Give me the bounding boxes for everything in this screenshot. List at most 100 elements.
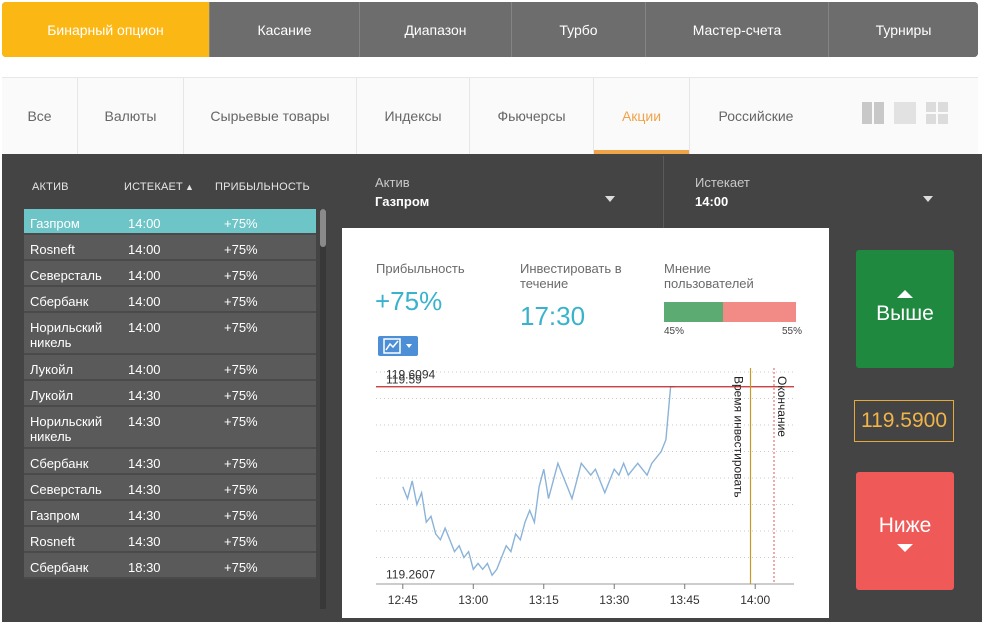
view-switcher	[862, 102, 948, 124]
call-up-label: Выше	[876, 302, 934, 325]
asset-category-filter: Все Валюты Сырьевые товары Индексы Фьюче…	[2, 77, 978, 154]
filter-currencies[interactable]: Валюты	[78, 78, 184, 154]
table-row[interactable]: Сбербанк 14:30 +75%	[24, 449, 316, 475]
profit-value: +75%	[375, 286, 443, 316]
expiry-selector-value: 14:00	[695, 194, 729, 209]
current-price-label: 119.59	[386, 373, 422, 387]
tab-range[interactable]: Диапазон	[360, 2, 512, 57]
invest-label-line2: течение	[520, 276, 569, 291]
price-series-line	[402, 385, 676, 577]
high-price-label: 119.6094	[386, 367, 435, 381]
filter-futures[interactable]: Фьючерсы	[470, 78, 594, 154]
filter-indices[interactable]: Индексы	[357, 78, 470, 154]
low-price-label: 119.2607	[386, 568, 435, 582]
put-down-label: Ниже	[878, 514, 932, 537]
table-row[interactable]: Газпром 14:00 +75%	[24, 209, 316, 235]
asset-expires: 14:00	[128, 294, 161, 309]
tab-master-accounts[interactable]: Мастер-счета	[646, 2, 829, 57]
tab-binary-option[interactable]: Бинарный опцион	[2, 2, 210, 57]
asset-expires: 14:30	[128, 388, 161, 403]
opinion-bar-down	[723, 302, 796, 322]
asset-profit: +75%	[224, 362, 258, 377]
asset-name: Норильский никель	[30, 320, 103, 350]
table-row[interactable]: Лукойл 14:30 +75%	[24, 381, 316, 407]
asset-expires: 14:30	[128, 414, 161, 429]
asset-expires: 14:30	[128, 534, 161, 549]
chart-type-icon	[383, 338, 412, 354]
asset-profit: +75%	[224, 456, 258, 471]
x-tick-label: 13:30	[599, 593, 629, 607]
asset-name: Rosneft	[30, 242, 75, 257]
table-row[interactable]: Rosneft 14:30 +75%	[24, 527, 316, 553]
call-up-button[interactable]: Выше	[856, 250, 954, 368]
tab-tournaments[interactable]: Турниры	[829, 2, 978, 57]
current-price-display: 119.5900	[854, 400, 954, 442]
invest-countdown: 17:30	[520, 301, 586, 331]
asset-expires: 14:00	[128, 242, 161, 257]
arrow-down-icon	[897, 544, 913, 552]
asset-profit: +75%	[224, 320, 258, 335]
asset-profit: +75%	[224, 482, 258, 497]
put-down-button[interactable]: Ниже	[856, 472, 954, 590]
table-row[interactable]: Норильский никель 14:00 +75%	[24, 313, 316, 355]
chart-grid	[376, 371, 794, 585]
filter-commodities[interactable]: Сырьевые товары	[184, 78, 357, 154]
x-tick-label: 12:45	[388, 593, 418, 607]
tab-touch[interactable]: Касание	[210, 2, 360, 57]
asset-name: Газпром	[30, 216, 80, 231]
asset-expires: 14:30	[128, 482, 161, 497]
chart-type-button[interactable]	[378, 336, 418, 356]
table-row[interactable]: Северсталь 14:00 +75%	[24, 261, 316, 287]
table-row[interactable]: Сбербанк 18:30 +75%	[24, 553, 316, 579]
opinion-label-line1: Мнение	[664, 261, 711, 276]
expiry-selector-label: Истекает	[695, 175, 750, 190]
option-type-tabs: Бинарный опцион Касание Диапазон Турбо М…	[2, 2, 978, 57]
table-row[interactable]: Северсталь 14:30 +75%	[24, 475, 316, 501]
opinion-bar-up	[664, 302, 724, 322]
invest-deadline-label: Время инвестировать	[732, 376, 746, 498]
chart-panel: Прибыльность +75% Инвестировать в течени…	[342, 228, 829, 618]
asset-name: Газпром	[30, 508, 80, 523]
filter-russian[interactable]: Российские	[718, 108, 794, 124]
sort-asc-icon: ▲	[184, 182, 195, 192]
chart-marks: 12:45 13:00 13:15 13:30 13:45 14:00	[388, 584, 771, 607]
table-row[interactable]: Лукойл 14:00 +75%	[24, 355, 316, 381]
asset-name: Норильский никель	[30, 414, 103, 444]
x-tick-label: 13:45	[670, 593, 700, 607]
asset-scrollbar[interactable]	[320, 209, 326, 609]
asset-expires: 14:30	[128, 456, 161, 471]
grid-view-icon[interactable]	[926, 102, 948, 124]
tab-turbo[interactable]: Турбо	[512, 2, 646, 57]
expiry-label: Окончание	[775, 376, 789, 437]
header-asset[interactable]: Актив	[32, 181, 69, 193]
filter-all[interactable]: Все	[2, 78, 78, 154]
header-expires[interactable]: Истекает ▲	[124, 181, 194, 193]
filter-stocks[interactable]: Акции	[594, 78, 690, 154]
table-row[interactable]: Сбербанк 14:00 +75%	[24, 287, 316, 313]
asset-rows: Газпром 14:00 +75% Rosneft 14:00 +75% Северста…	[24, 209, 316, 609]
header-profit[interactable]: Прибыльность	[215, 181, 310, 193]
opinion-left-value: 45%	[664, 326, 685, 337]
asset-name: Северсталь	[30, 268, 102, 283]
asset-name: Лукойл	[30, 388, 74, 403]
asset-profit: +75%	[224, 560, 258, 575]
scroll-thumb[interactable]	[320, 209, 326, 247]
x-tick-label: 14:00	[740, 593, 770, 607]
asset-expires: 14:30	[128, 508, 161, 523]
asset-profit: +75%	[224, 508, 258, 523]
asset-profit: +75%	[224, 388, 258, 403]
expiry-selector[interactable]: Истекает 14:00	[663, 156, 980, 228]
table-row[interactable]: Газпром 14:30 +75%	[24, 501, 316, 527]
arrow-up-icon	[897, 290, 913, 298]
asset-expires: 14:00	[128, 320, 161, 335]
asset-selector[interactable]: Актив Газпром	[343, 156, 663, 228]
table-row[interactable]: Rosneft 14:00 +75%	[24, 235, 316, 261]
asset-profit: +75%	[224, 268, 258, 283]
wide-view-icon[interactable]	[894, 102, 916, 124]
table-row[interactable]: Норильский никель 14:30 +75%	[24, 407, 316, 449]
price-chart: 12:45 13:00 13:15 13:30 13:45 14:00 119.6094 …	[376, 367, 794, 607]
single-view-icon[interactable]	[862, 102, 884, 124]
asset-selector-value: Газпром	[375, 194, 430, 209]
asset-expires: 14:00	[128, 362, 161, 377]
